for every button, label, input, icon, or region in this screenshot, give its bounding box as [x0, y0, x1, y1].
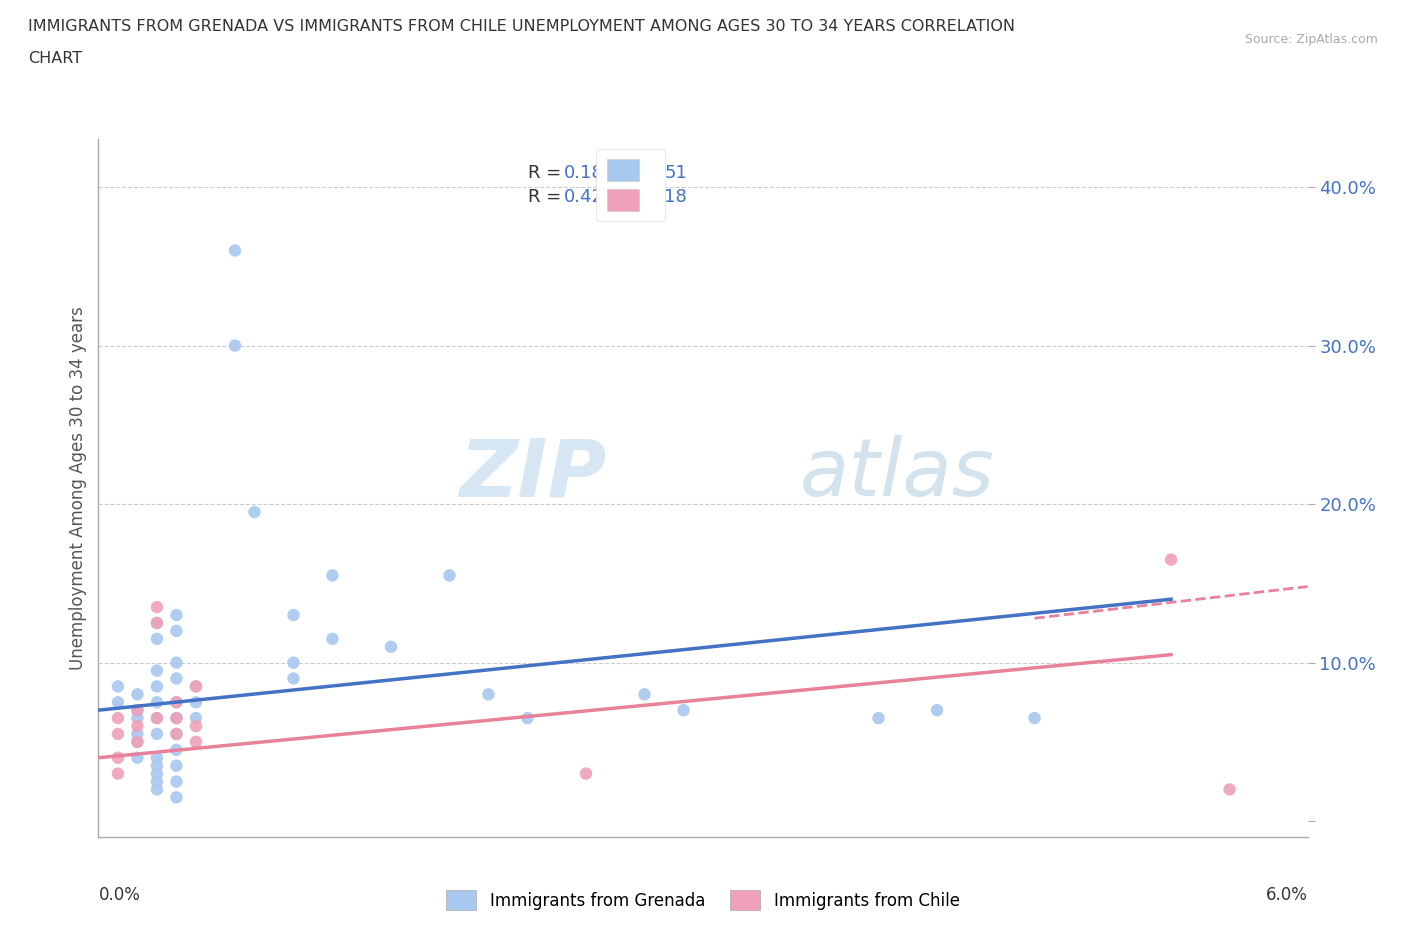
Point [516, 711, 538, 725]
Point [224, 339, 246, 353]
Point [165, 711, 187, 725]
Point [925, 703, 948, 718]
Point [127, 711, 149, 725]
Text: 0.427: 0.427 [564, 189, 616, 206]
Point [146, 758, 169, 773]
Text: CHART: CHART [28, 51, 82, 66]
Point [146, 726, 169, 741]
Point [380, 639, 402, 654]
Point [146, 774, 169, 789]
Point [1160, 552, 1182, 567]
Point [127, 735, 149, 750]
Point [165, 711, 187, 725]
Text: R =: R = [527, 164, 567, 182]
Text: 0.0%: 0.0% [98, 885, 141, 904]
Point [146, 695, 169, 710]
Point [321, 568, 343, 583]
Text: IMMIGRANTS FROM GRENADA VS IMMIGRANTS FROM CHILE UNEMPLOYMENT AMONG AGES 30 TO 3: IMMIGRANTS FROM GRENADA VS IMMIGRANTS FR… [28, 19, 1015, 33]
Point [1219, 782, 1241, 797]
Point [146, 711, 169, 725]
Point [107, 726, 129, 741]
Point [184, 695, 207, 710]
Point [184, 719, 207, 734]
Point [165, 671, 187, 686]
Point [107, 695, 129, 710]
Point [321, 631, 343, 646]
Point [283, 655, 305, 670]
Point [243, 505, 266, 520]
Point [146, 679, 169, 694]
Point [146, 782, 169, 797]
Point [633, 687, 655, 702]
Point [165, 607, 187, 622]
Point [146, 766, 169, 781]
Text: R =: R = [527, 189, 567, 206]
Text: 6.0%: 6.0% [1265, 885, 1308, 904]
Text: Source: ZipAtlas.com: Source: ZipAtlas.com [1244, 33, 1378, 46]
Point [283, 671, 305, 686]
Point [146, 711, 169, 725]
Point [165, 790, 187, 804]
Point [477, 687, 499, 702]
Point [146, 600, 169, 615]
Legend: , : , [596, 149, 665, 221]
Point [146, 616, 169, 631]
Point [165, 774, 187, 789]
Text: ZIP: ZIP [458, 435, 606, 513]
Text: 51: 51 [664, 164, 688, 182]
Point [146, 616, 169, 631]
Point [127, 751, 149, 765]
Point [107, 766, 129, 781]
Point [127, 719, 149, 734]
Point [184, 679, 207, 694]
Y-axis label: Unemployment Among Ages 30 to 34 years: Unemployment Among Ages 30 to 34 years [69, 306, 87, 671]
Point [224, 243, 246, 258]
Point [107, 679, 129, 694]
Point [165, 623, 187, 638]
Point [165, 726, 187, 741]
Point [672, 703, 695, 718]
Point [127, 703, 149, 718]
Point [165, 655, 187, 670]
Text: N =: N = [630, 164, 671, 182]
Text: atlas: atlas [800, 435, 994, 513]
Point [127, 703, 149, 718]
Point [165, 695, 187, 710]
Point [283, 607, 305, 622]
Point [575, 766, 598, 781]
Point [165, 758, 187, 773]
Point [165, 695, 187, 710]
Point [868, 711, 890, 725]
Point [439, 568, 461, 583]
Point [165, 726, 187, 741]
Point [184, 679, 207, 694]
Point [107, 711, 129, 725]
Point [146, 631, 169, 646]
Point [127, 735, 149, 750]
Legend: Immigrants from Grenada, Immigrants from Chile: Immigrants from Grenada, Immigrants from… [440, 884, 966, 917]
Point [184, 711, 207, 725]
Point [146, 751, 169, 765]
Point [146, 663, 169, 678]
Text: 18: 18 [664, 189, 688, 206]
Text: 0.182: 0.182 [564, 164, 616, 182]
Point [184, 735, 207, 750]
Point [127, 726, 149, 741]
Text: N =: N = [630, 189, 671, 206]
Point [165, 742, 187, 757]
Point [107, 751, 129, 765]
Point [127, 687, 149, 702]
Point [1024, 711, 1046, 725]
